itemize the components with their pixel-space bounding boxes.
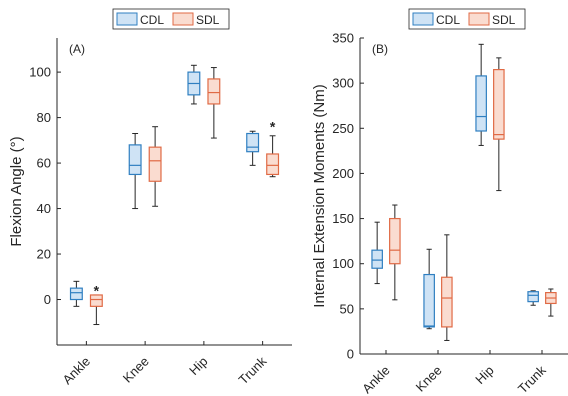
legend-label-sdl: SDL xyxy=(492,13,516,27)
y-tick-label: 80 xyxy=(37,110,51,125)
box-sdl-hip xyxy=(493,57,505,192)
x-tick-label: Knee xyxy=(413,363,445,395)
chart-panel-2: CDL SDL 0 50 100 150 200 250 300 350 Ankle Knee Hip T… xyxy=(311,8,568,396)
panel-label: (A) xyxy=(69,42,85,56)
legend-swatch-cdl xyxy=(116,12,138,26)
legend-label-sdl: SDL xyxy=(196,13,220,27)
legend: CDL SDL xyxy=(408,8,526,30)
y-tick-label: 300 xyxy=(332,76,354,91)
legend-label-cdl: CDL xyxy=(140,13,164,27)
box-body xyxy=(69,287,83,301)
box-body xyxy=(266,153,280,176)
box-cdl-ankle xyxy=(69,280,83,307)
box-sdl-ankle xyxy=(389,204,401,301)
y-tick-label: 150 xyxy=(332,211,354,226)
box-sdl-trunk xyxy=(545,288,557,317)
x-tick-label: Knee xyxy=(120,354,152,386)
y-tick-label: 350 xyxy=(332,31,354,46)
box-body xyxy=(246,132,260,153)
legend-swatch-sdl xyxy=(468,12,490,26)
x-tick-label: Hip xyxy=(186,354,210,378)
y-tick-label: 0 xyxy=(44,292,51,307)
y-tick-label: 20 xyxy=(37,247,51,262)
legend-label-cdl: CDL xyxy=(436,13,460,27)
box-cdl-ankle xyxy=(371,221,383,285)
box-sdl-ankle xyxy=(89,294,103,326)
box-body xyxy=(148,146,162,182)
panel-label: (B) xyxy=(372,42,388,56)
box-sdl-hip xyxy=(207,67,221,139)
box-cdl-knee xyxy=(128,133,142,210)
box-body xyxy=(389,217,401,265)
significance-marker: * xyxy=(94,282,100,298)
legend: CDL SDL xyxy=(112,8,230,30)
box-sdl-trunk xyxy=(266,135,280,178)
box-sdl-knee xyxy=(441,234,453,341)
y-tick-label: 60 xyxy=(37,156,51,171)
box-body xyxy=(128,144,142,176)
legend-box xyxy=(112,8,230,30)
box-body xyxy=(527,291,539,303)
box-cdl-hip xyxy=(475,43,487,146)
box-cdl-trunk xyxy=(246,130,260,166)
y-axis-label: Internal Extension Moments (Nm) xyxy=(311,84,328,307)
x-tick-label: Ankle xyxy=(359,363,393,396)
box-body xyxy=(475,75,487,132)
y-tick-label: 40 xyxy=(37,201,51,216)
box-cdl-hip xyxy=(187,64,201,105)
box-body xyxy=(371,249,383,269)
chart-panel-1: CDL SDL 0 20 40 60 80 100 Ankle Knee Hip Trunk Flexi… xyxy=(8,8,292,388)
box-cdl-trunk xyxy=(527,290,539,306)
y-tick-label: 200 xyxy=(332,166,354,181)
box-body xyxy=(441,276,453,328)
x-tick-label: Trunk xyxy=(515,362,549,396)
y-tick-label: 50 xyxy=(340,301,354,316)
legend-swatch-sdl xyxy=(172,12,194,26)
y-tick-label: 0 xyxy=(347,347,354,362)
y-axis-label: Flexion Angle (°) xyxy=(8,136,25,246)
box-body xyxy=(493,68,505,140)
box-body xyxy=(423,273,435,328)
legend-box xyxy=(408,8,526,30)
legend-swatch-cdl xyxy=(412,12,434,26)
box-body xyxy=(89,294,103,307)
significance-marker: * xyxy=(270,119,276,135)
y-tick-label: 100 xyxy=(332,256,354,271)
box-sdl-knee xyxy=(148,126,162,207)
box-cdl-knee xyxy=(423,248,435,330)
x-tick-label: Trunk xyxy=(236,353,270,387)
y-tick-label: 250 xyxy=(332,121,354,136)
box-body xyxy=(207,78,221,105)
x-tick-label: Ankle xyxy=(59,354,93,388)
y-tick-label: 100 xyxy=(29,65,51,80)
x-tick-label: Hip xyxy=(472,363,496,387)
